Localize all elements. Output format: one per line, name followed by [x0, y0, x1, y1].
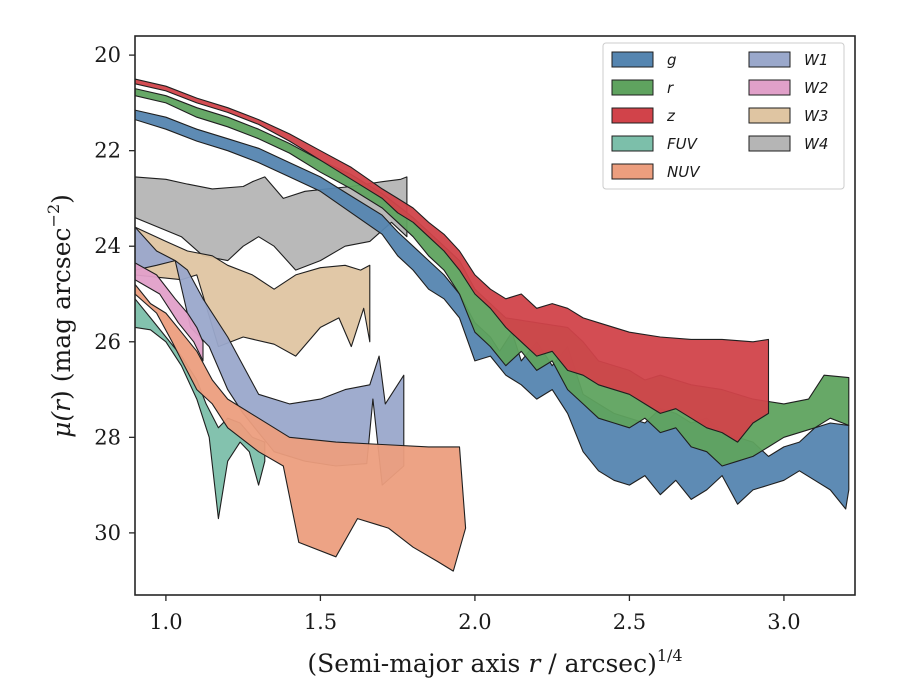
legend-label-z: z	[666, 107, 676, 125]
legend-swatch-nuv	[611, 163, 654, 180]
band-layer	[135, 78, 850, 572]
y-tick-label: 24	[94, 234, 121, 258]
legend-label-nuv: NUV	[667, 163, 701, 181]
y-tick-label: 20	[94, 43, 121, 67]
legend-swatch-w4	[748, 135, 791, 152]
x-tick-label: 1.5	[304, 610, 337, 634]
legend-swatch-w2	[748, 79, 791, 96]
y-axis-title: μ(r) (mag arcsec−2)	[44, 194, 76, 438]
legend-swatch-r	[611, 79, 654, 96]
legend: grz FUV NUV W1 W2 W3 W4	[602, 42, 845, 190]
band-nuv	[135, 283, 467, 572]
legend-label-g: g	[667, 51, 677, 69]
legend-label-w4: W4	[804, 135, 828, 153]
x-tick-label: 1.0	[149, 610, 182, 634]
legend-label-fuv: FUV	[667, 135, 699, 153]
y-tick-label: 26	[94, 330, 121, 354]
x-tick-label: 2.5	[613, 610, 646, 634]
x-tick-label: 2.0	[458, 610, 491, 634]
plot-frame	[134, 35, 856, 596]
band-w2	[135, 262, 204, 362]
legend-swatch-fuv	[611, 135, 654, 152]
x-tick-label: 3.0	[767, 610, 800, 634]
y-tick-label: 22	[94, 139, 121, 163]
legend-label-w1: W1	[804, 51, 828, 69]
legend-swatch-w1	[748, 51, 791, 68]
legend-swatch-z	[611, 107, 654, 124]
y-tick-label: 30	[94, 521, 121, 545]
legend-label-r: r	[667, 79, 674, 97]
band-z	[135, 78, 770, 443]
axis-ticks: 1.0 1.5 2.0 2.5 3.0 20 22 24 26 28 30	[94, 43, 800, 634]
y-tick-label: 28	[94, 425, 121, 449]
legend-swatch-w3	[748, 107, 791, 124]
legend-label-w2: W2	[804, 79, 828, 97]
legend-swatch-g	[611, 51, 654, 68]
x-axis-title: (Semi-major axis r / arcsec)1/4	[307, 646, 682, 678]
legend-label-w3: W3	[804, 107, 828, 125]
